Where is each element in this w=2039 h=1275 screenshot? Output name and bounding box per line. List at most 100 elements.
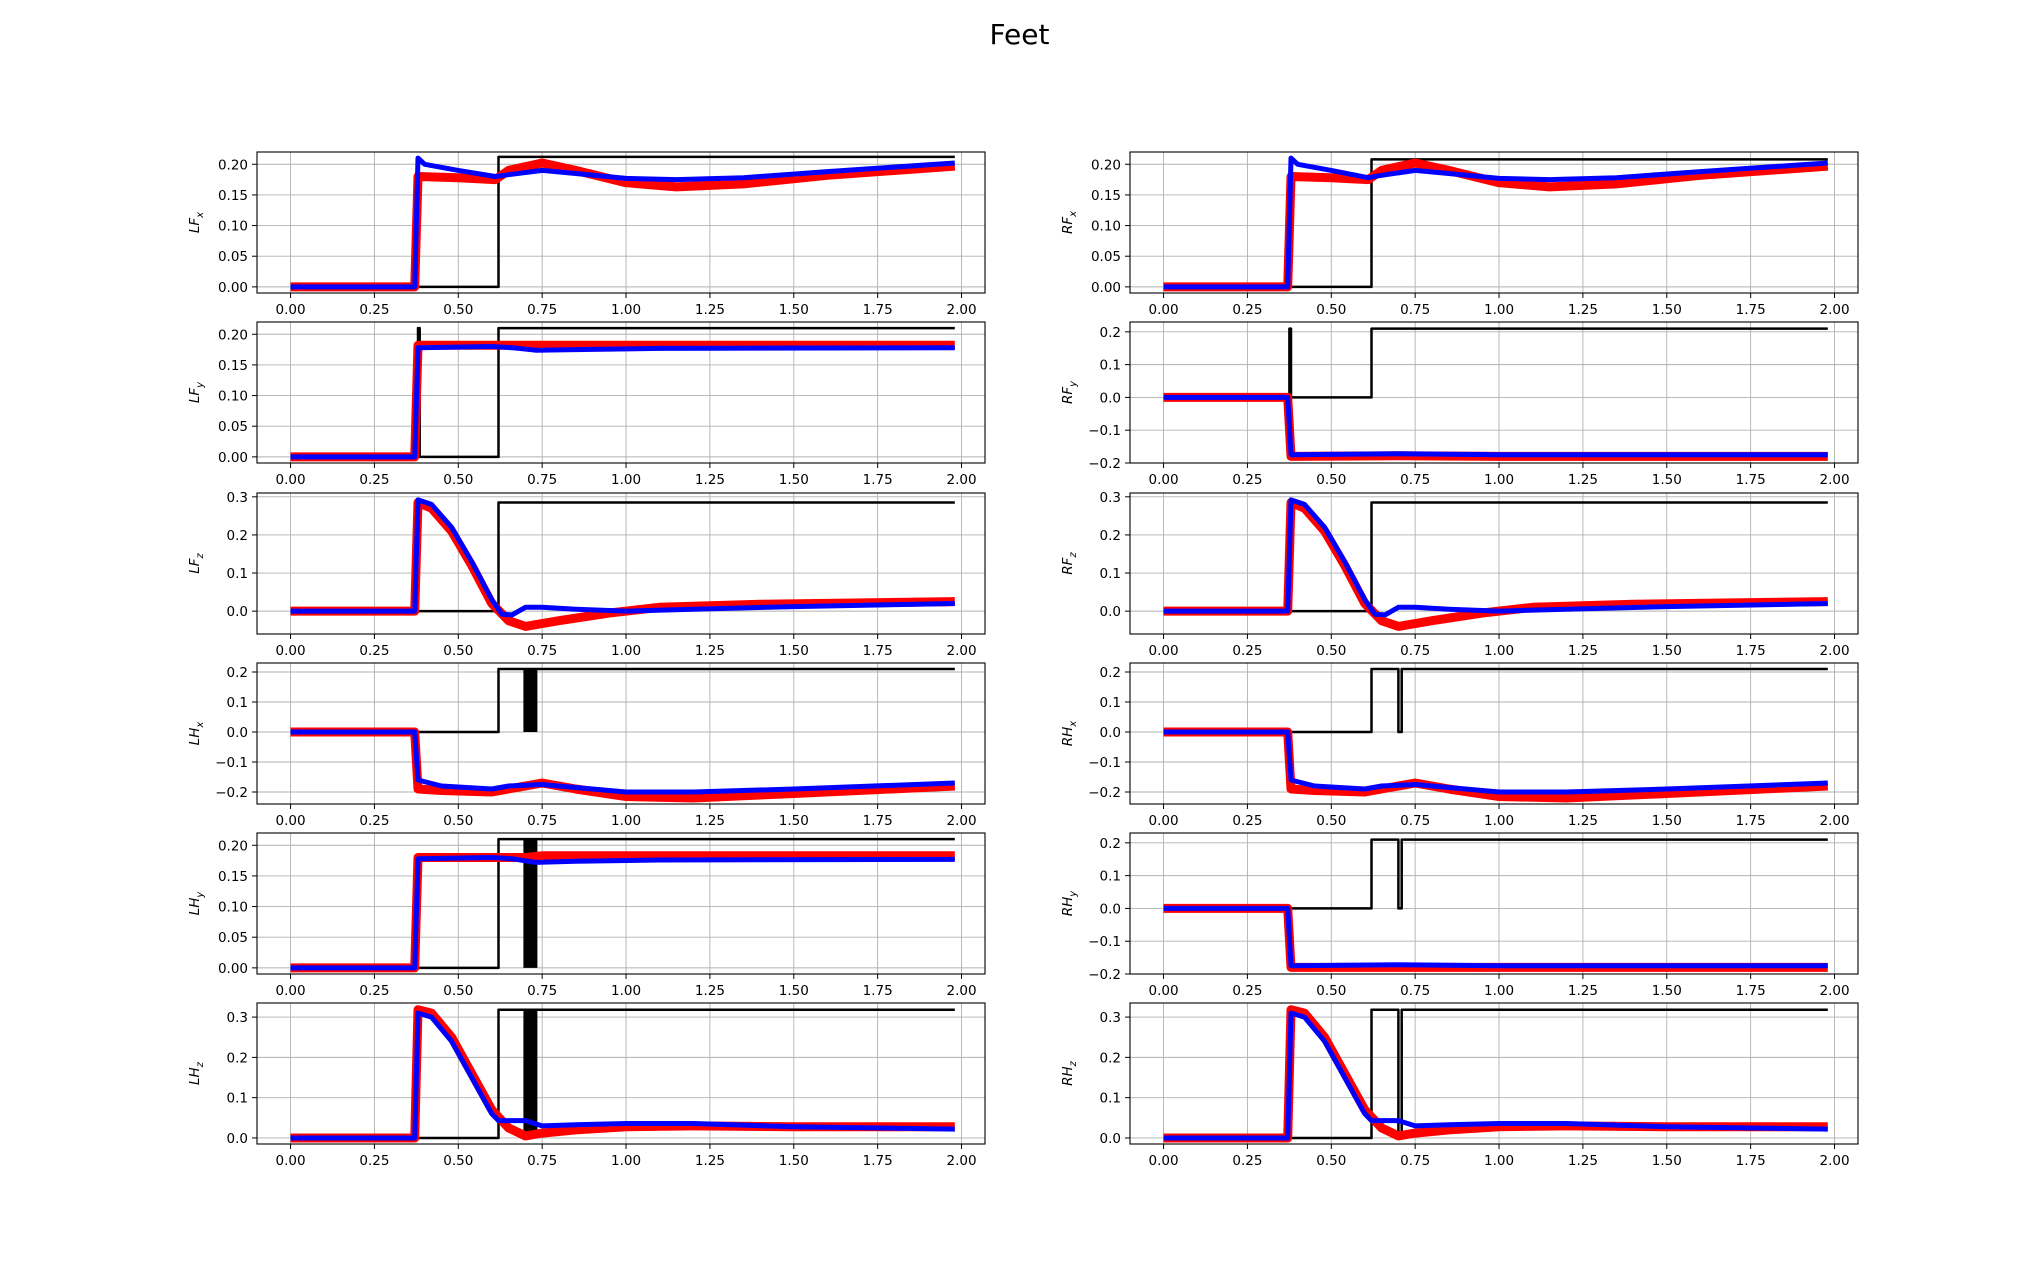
subplot-rh-x: 0.00 0.25 0.50 0.75 1.00 1.25 1.50 1.75 2.00 −0.2… bbox=[1060, 662, 1859, 829]
x-tick-label: 0.25 bbox=[1232, 1153, 1262, 1169]
x-tick-label: 1.00 bbox=[1484, 983, 1514, 999]
series-line-2 bbox=[1163, 1010, 1828, 1141]
y-tick-label: −0.2 bbox=[1088, 456, 1121, 472]
x-tick-label: 0.00 bbox=[276, 472, 306, 488]
y-tick-label: 0.15 bbox=[218, 358, 248, 374]
x-tick-label: 2.00 bbox=[946, 813, 976, 829]
x-tick-label: 0.75 bbox=[1400, 983, 1430, 999]
y-axis-label: LFz bbox=[187, 552, 206, 573]
y-tick-label: 0.15 bbox=[1091, 188, 1121, 204]
y-tick-label: 0.10 bbox=[218, 219, 248, 235]
x-tick-label: 1.75 bbox=[1736, 1153, 1766, 1169]
subplot-lf-z: 0.00 0.25 0.50 0.75 1.00 1.25 1.50 1.75 2.00 0.0 0… bbox=[187, 490, 986, 659]
x-tick-label: 1.00 bbox=[1484, 643, 1514, 659]
x-tick-label: 1.25 bbox=[695, 302, 725, 318]
x-tick-label: 1.00 bbox=[611, 643, 641, 659]
x-tick-label: 1.25 bbox=[1568, 643, 1598, 659]
series-line-1 bbox=[1163, 903, 1828, 972]
y-axis-label: LFx bbox=[187, 212, 206, 233]
series-line-2 bbox=[290, 1005, 955, 1143]
x-tick-label: 1.00 bbox=[611, 1153, 641, 1169]
axes-frame bbox=[256, 492, 986, 635]
x-tick-label: 0.00 bbox=[1149, 302, 1179, 318]
x-tick-label: 1.25 bbox=[695, 643, 725, 659]
y-tick-label: 0.1 bbox=[1100, 1091, 1121, 1107]
x-tick-label: 1.25 bbox=[1568, 302, 1598, 318]
series-line-1 bbox=[290, 340, 955, 462]
y-tick-label: 0.2 bbox=[1100, 325, 1121, 341]
x-tick-label: 0.50 bbox=[1316, 472, 1346, 488]
y-tick-label: 0.1 bbox=[1100, 566, 1121, 582]
x-tick-label: 1.75 bbox=[863, 983, 893, 999]
series-line-0 bbox=[1163, 1008, 1828, 1140]
x-tick-label: 1.50 bbox=[779, 1153, 809, 1169]
x-tick-label: 1.75 bbox=[1736, 472, 1766, 488]
y-tick-label: 0.2 bbox=[227, 665, 248, 681]
y-tick-label: 0.15 bbox=[218, 188, 248, 204]
x-tick-label: 0.50 bbox=[443, 472, 473, 488]
y-tick-label: 0.05 bbox=[218, 249, 248, 265]
x-tick-label: 0.50 bbox=[443, 983, 473, 999]
x-tick-label: 1.25 bbox=[695, 983, 725, 999]
x-tick-label: 0.75 bbox=[1400, 643, 1430, 659]
x-tick-label: 0.00 bbox=[1149, 472, 1179, 488]
x-tick-label: 1.00 bbox=[1484, 472, 1514, 488]
x-tick-label: 1.25 bbox=[695, 472, 725, 488]
x-tick-label: 1.50 bbox=[779, 472, 809, 488]
x-tick-label: 0.75 bbox=[1400, 1153, 1430, 1169]
x-tick-label: 1.75 bbox=[1736, 813, 1766, 829]
x-tick-label: 1.50 bbox=[779, 983, 809, 999]
y-tick-label: 0.0 bbox=[227, 1131, 248, 1147]
axes-frame bbox=[1129, 492, 1859, 635]
x-tick-label: 1.00 bbox=[611, 983, 641, 999]
series-line-1 bbox=[290, 158, 956, 292]
y-tick-label: 0.2 bbox=[1100, 1050, 1121, 1066]
y-tick-label: 0.0 bbox=[1100, 604, 1121, 620]
x-tick-label: 2.00 bbox=[1819, 302, 1849, 318]
x-tick-label: 0.25 bbox=[359, 983, 389, 999]
y-axis-label: RFz bbox=[1060, 552, 1079, 575]
y-tick-label: 0.00 bbox=[218, 450, 248, 466]
x-tick-label: 0.25 bbox=[1232, 472, 1262, 488]
x-tick-label: 0.00 bbox=[276, 813, 306, 829]
y-tick-label: 0.0 bbox=[1100, 901, 1121, 917]
y-tick-label: 0.10 bbox=[218, 900, 248, 916]
x-tick-label: 1.75 bbox=[1736, 983, 1766, 999]
x-tick-label: 1.25 bbox=[695, 1153, 725, 1169]
x-tick-label: 0.25 bbox=[1232, 813, 1262, 829]
y-tick-label: 0.2 bbox=[1100, 665, 1121, 681]
x-tick-label: 1.75 bbox=[863, 472, 893, 488]
y-tick-label: 0.20 bbox=[218, 327, 248, 343]
x-tick-label: 0.75 bbox=[527, 813, 557, 829]
x-tick-label: 0.00 bbox=[1149, 983, 1179, 999]
x-tick-label: 0.50 bbox=[1316, 1153, 1346, 1169]
y-tick-label: 0.1 bbox=[1100, 695, 1121, 711]
x-tick-label: 2.00 bbox=[1819, 472, 1849, 488]
x-tick-label: 1.00 bbox=[611, 302, 641, 318]
y-tick-label: 0.1 bbox=[227, 566, 248, 582]
x-tick-label: 1.50 bbox=[1652, 302, 1682, 318]
subplot-rf-z: 0.00 0.25 0.50 0.75 1.00 1.25 1.50 1.75 2.00 0.0 0… bbox=[1060, 490, 1859, 659]
y-axis-label: RFx bbox=[1060, 211, 1079, 234]
axes-frame bbox=[256, 832, 986, 975]
x-tick-label: 0.25 bbox=[1232, 302, 1262, 318]
x-tick-label: 1.50 bbox=[1652, 813, 1682, 829]
x-tick-label: 0.00 bbox=[1149, 1153, 1179, 1169]
x-tick-label: 1.75 bbox=[863, 302, 893, 318]
y-tick-label: 0.0 bbox=[1100, 725, 1121, 741]
series-line-2 bbox=[1163, 905, 1828, 969]
x-tick-label: 1.00 bbox=[1484, 1153, 1514, 1169]
y-tick-label: 0.00 bbox=[218, 280, 248, 296]
series-line-3 bbox=[290, 1010, 955, 1141]
axes-frame bbox=[256, 662, 986, 805]
x-tick-label: 2.00 bbox=[946, 983, 976, 999]
axes-frame bbox=[1129, 321, 1859, 464]
x-tick-label: 0.50 bbox=[1316, 983, 1346, 999]
figure-title: Feet bbox=[989, 18, 1050, 51]
x-tick-label: 1.50 bbox=[1652, 472, 1682, 488]
subplot-lh-z: 0.00 0.25 0.50 0.75 1.00 1.25 1.50 1.75 2.00 0.0 0… bbox=[187, 1002, 986, 1169]
x-tick-label: 0.75 bbox=[527, 983, 557, 999]
y-tick-label: 0.0 bbox=[227, 725, 248, 741]
y-tick-label: 0.10 bbox=[1091, 219, 1121, 235]
x-tick-label: 0.75 bbox=[1400, 302, 1430, 318]
